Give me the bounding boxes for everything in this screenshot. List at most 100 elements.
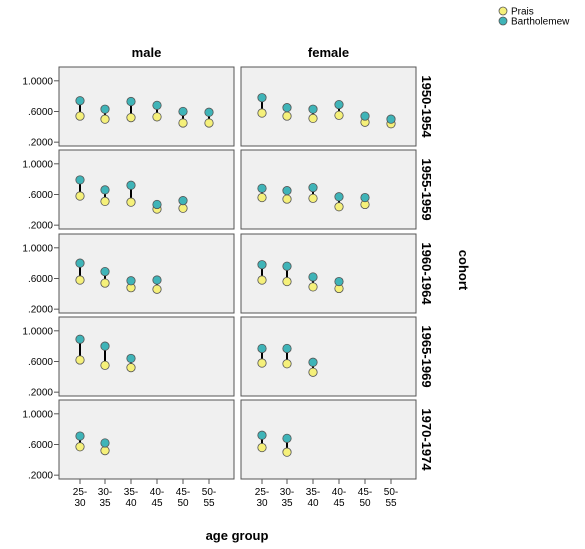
bartholemew-point	[360, 111, 370, 121]
prais-point	[257, 275, 267, 285]
prais-point	[334, 202, 344, 212]
panel-female-1955-1959	[240, 149, 417, 230]
prais-point	[126, 197, 136, 207]
prais-point	[308, 113, 318, 123]
x-tick-label: 30-35	[98, 487, 112, 509]
y-tick-label: .6000	[28, 107, 53, 118]
panel-background	[240, 149, 417, 230]
bartholemew-point	[126, 353, 136, 364]
prais-point	[257, 192, 267, 203]
y-tick-label: .2000	[28, 221, 53, 232]
bartholemew-point	[282, 433, 292, 443]
prais-point	[282, 359, 292, 369]
bartholemew-point	[282, 103, 292, 113]
bartholemew-point	[126, 180, 136, 190]
panel-male-1970-1974: .2000 .6000 1.0000 25-30 30-35 35-40 40-45 45-5…	[22, 399, 235, 509]
prais-point	[100, 360, 110, 370]
row-strip-label: 1965-1969	[419, 325, 434, 387]
bartholemew-point	[257, 343, 267, 354]
bartholemew-point	[257, 260, 267, 270]
prais-point	[75, 191, 85, 201]
prais-point	[126, 113, 136, 123]
prais-point	[100, 196, 110, 206]
x-tick-label: 50-55	[384, 487, 398, 509]
bartholemew-point	[334, 99, 344, 110]
y-tick-label: .6000	[28, 190, 53, 201]
row-strip-label: 1950-1954	[419, 75, 434, 138]
prais-point	[257, 358, 267, 368]
prais-point	[152, 112, 162, 122]
chart-panels: male female 1950-1954 1955-1959 1960-1964 196…	[22, 45, 434, 509]
x-tick-label: 50-55	[202, 487, 216, 509]
bartholemew-point	[178, 196, 188, 206]
prais-point	[282, 447, 292, 457]
bartholemew-point	[152, 199, 162, 210]
panel-male-1950-1954: .2000 .6000 1.0000	[22, 66, 235, 149]
prais-point	[257, 108, 267, 118]
panel-male-1960-1964: .2000 .6000 1.0000	[22, 233, 235, 316]
y-tick-label: .6000	[28, 274, 53, 285]
panel-female-1965-1969	[240, 316, 417, 397]
y-tick-label: 1.0000	[22, 76, 53, 87]
x-tick-label: 35-40	[306, 487, 320, 509]
prais-point	[308, 367, 318, 377]
legend-label: Bartholemew	[511, 17, 570, 28]
x-tick-label: 40-45	[150, 487, 164, 509]
prais-point	[152, 284, 162, 294]
bartholemew-point	[100, 104, 110, 114]
prais-point	[178, 118, 188, 128]
bartholemew-point	[126, 276, 136, 286]
bartholemew-point	[257, 183, 267, 193]
column-strip-label-female: female	[308, 45, 349, 60]
panel-background	[58, 316, 235, 397]
bartholemew-point	[152, 100, 162, 110]
x-tick-label: 25-30	[255, 487, 269, 509]
bartholemew-point	[308, 357, 318, 367]
bartholemew-point	[308, 272, 318, 282]
bartholemew-point	[334, 192, 344, 202]
bartholemew-point	[204, 107, 214, 117]
panel-female-1960-1964	[240, 233, 417, 314]
prais-point	[75, 355, 85, 365]
bartholemew-point	[126, 96, 136, 107]
panel-background	[240, 316, 417, 397]
bartholemew-point	[282, 343, 292, 354]
bartholemew-point	[100, 341, 110, 351]
y-tick-label: 1.0000	[22, 326, 53, 337]
panel-background	[58, 149, 235, 230]
prais-point	[334, 110, 344, 120]
prais-point	[100, 114, 110, 124]
x-tick-label: 45-50	[358, 487, 372, 509]
row-strip-label: 1970-1974	[419, 408, 434, 471]
bartholemew-point	[75, 334, 85, 344]
prais-point	[100, 278, 110, 288]
legend-label: Prais	[511, 7, 534, 18]
bartholemew-point	[282, 186, 292, 196]
bartholemew-point	[257, 430, 267, 440]
bartholemew-point	[386, 114, 396, 124]
bartholemew-point	[100, 266, 110, 277]
prais-point	[282, 111, 292, 121]
row-strip-label: 1960-1964	[419, 242, 434, 305]
column-strip-label-male: male	[132, 45, 162, 60]
y-tick-label: 1.0000	[22, 243, 53, 254]
legend-marker-prais	[498, 6, 508, 16]
y-tick-label: .2000	[28, 138, 53, 149]
bartholemew-point	[282, 261, 292, 271]
bartholemew-point	[100, 438, 110, 448]
y-tick-label: .2000	[28, 305, 53, 316]
x-tick-label: 35-40	[124, 487, 138, 509]
panel-female-1950-1954	[240, 66, 417, 147]
x-axis-title: age group	[206, 528, 269, 543]
bartholemew-point	[334, 276, 344, 287]
row-facet-title: cohort	[456, 250, 471, 291]
y-tick-label: .2000	[28, 388, 53, 399]
bartholemew-point	[257, 93, 267, 103]
bartholemew-point	[360, 192, 370, 203]
bartholemew-point	[100, 185, 110, 195]
bartholemew-point	[75, 258, 85, 268]
y-tick-label: .6000	[28, 357, 53, 368]
prais-point	[75, 275, 85, 285]
bartholemew-point	[75, 175, 85, 185]
